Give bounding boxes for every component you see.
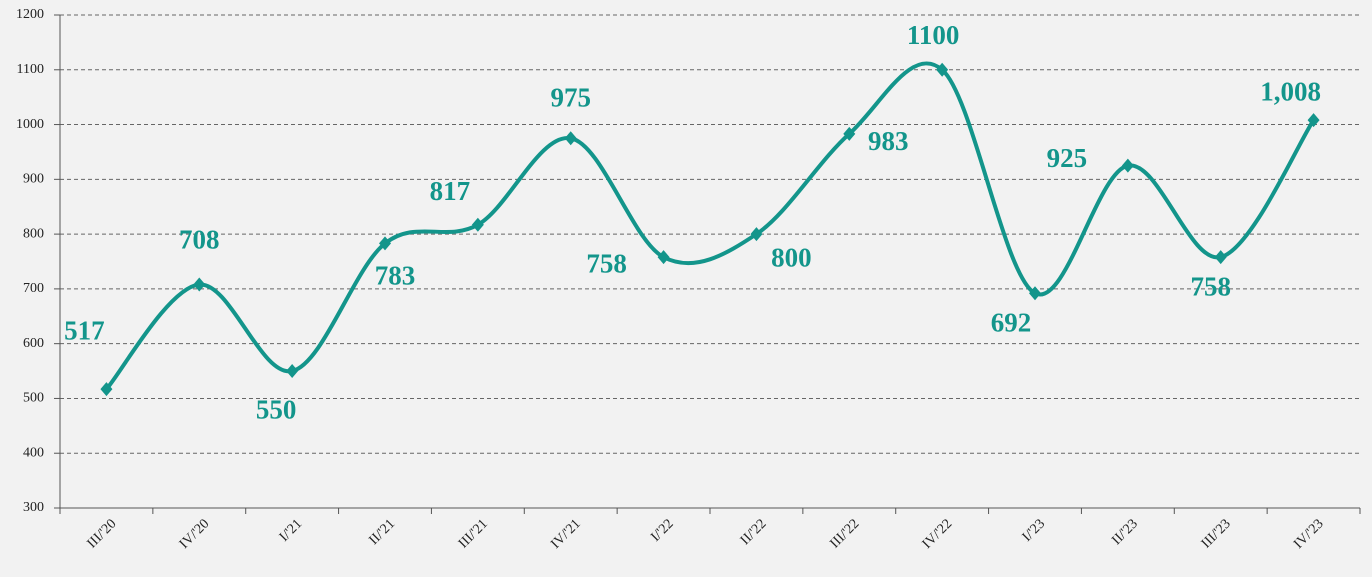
value-label: 1100	[907, 20, 960, 50]
y-tick-label: 300	[23, 500, 44, 515]
line	[104, 61, 1316, 391]
value-label: 550	[256, 394, 297, 424]
y-tick-label: 400	[23, 445, 44, 460]
value-label: 800	[771, 242, 812, 272]
x-tick-label: II/'22	[738, 516, 770, 548]
marker	[471, 217, 484, 232]
x-tick-label: I/'23	[1020, 516, 1048, 544]
y-tick-label: 1000	[16, 117, 44, 132]
x-tick-label: III/'20	[85, 516, 120, 551]
y-tick-label: 500	[23, 391, 44, 406]
marker	[286, 364, 299, 379]
y-tick-label: 900	[23, 172, 44, 187]
y-tick-label: 800	[23, 226, 44, 241]
value-label: 975	[550, 82, 591, 112]
value-label: 925	[1047, 143, 1088, 173]
x-tick-label: I/'22	[648, 516, 676, 544]
y-tick-label: 700	[23, 281, 44, 296]
x-tick-label: III/'21	[456, 516, 491, 551]
marker	[1307, 113, 1320, 128]
value-label: 517	[64, 315, 105, 345]
x-tick-label: III/'22	[827, 516, 862, 551]
x-tick-label: IV/'20	[177, 516, 212, 551]
marker	[750, 227, 763, 242]
value-label: 817	[430, 176, 471, 206]
marker	[936, 62, 949, 77]
value-label: 783	[375, 261, 416, 291]
x-tick-label: IV/'21	[548, 516, 583, 551]
value-label: 758	[1190, 271, 1231, 301]
marker	[100, 382, 113, 397]
x-tick-label: IV/'22	[920, 516, 955, 551]
value-label: 708	[179, 225, 220, 255]
marker	[379, 236, 391, 251]
marker	[1214, 250, 1227, 265]
marker	[657, 250, 670, 265]
value-label: 692	[991, 307, 1032, 337]
y-tick-label: 1100	[17, 62, 44, 77]
x-tick-label: II/'21	[366, 516, 398, 548]
value-label: 1,008	[1260, 76, 1321, 106]
x-tick-label: III/'23	[1199, 516, 1234, 551]
x-tick-label: II/'23	[1109, 516, 1141, 548]
y-tick-label: 1200	[16, 7, 44, 22]
value-label: 758	[586, 248, 627, 278]
x-tick-label: IV/'23	[1291, 516, 1326, 551]
marker	[564, 131, 577, 146]
marker	[1029, 286, 1041, 301]
value-label: 983	[868, 126, 909, 156]
y-tick-label: 600	[23, 336, 44, 351]
marker	[1121, 158, 1134, 173]
x-tick-label: I/'21	[277, 516, 305, 544]
marker	[193, 277, 206, 292]
marker	[843, 126, 856, 141]
